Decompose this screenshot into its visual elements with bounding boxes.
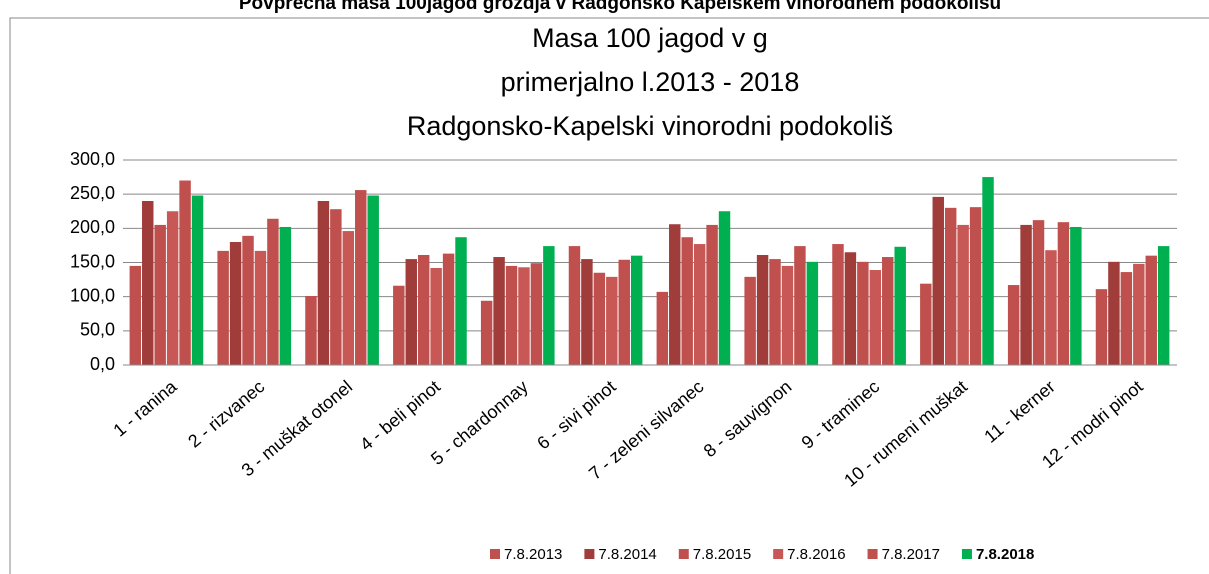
bar (844, 252, 857, 365)
bar (242, 235, 254, 365)
bar (957, 224, 969, 365)
bar (442, 253, 455, 365)
bar (305, 295, 317, 365)
bar (405, 259, 417, 365)
bar (932, 196, 944, 365)
bar (518, 267, 530, 365)
bar (669, 224, 681, 365)
bar (279, 226, 292, 365)
legend-label: 7.8.2013 (504, 546, 562, 563)
bar (869, 270, 882, 365)
bar (543, 246, 555, 365)
chart-title: primerjalno l.2013 - 2018 (501, 67, 800, 97)
page-heading: Povprečna masa 100jagod grozdja v Radgon… (239, 0, 1001, 14)
y-tick-label: 150,0 (70, 251, 115, 271)
bar (254, 250, 267, 365)
chart-title: Masa 100 jagod v g (532, 23, 768, 53)
bar (1108, 261, 1120, 365)
bar (1133, 263, 1145, 365)
bar (656, 291, 669, 365)
bar (179, 180, 191, 365)
bar (568, 246, 581, 365)
bar (1020, 224, 1032, 365)
y-tick-label: 0,0 (90, 354, 115, 374)
bar (618, 259, 630, 365)
bar (493, 257, 505, 365)
bar (480, 300, 493, 365)
bar (393, 285, 405, 365)
bar (769, 259, 781, 365)
bar (756, 254, 769, 365)
legend-label: 7.8.2015 (693, 546, 751, 563)
bar (505, 265, 518, 365)
bar (920, 283, 932, 365)
bar (832, 244, 844, 365)
bar (455, 237, 467, 365)
bar (1120, 272, 1133, 365)
bar (857, 261, 869, 365)
bar (593, 272, 606, 365)
chart-title: Radgonsko-Kapelski vinorodni podokoliš (407, 111, 893, 141)
bar (1032, 220, 1045, 365)
bar (806, 261, 819, 365)
bar (1095, 289, 1108, 365)
bar (217, 250, 229, 365)
bar (1145, 255, 1157, 365)
bar (1057, 222, 1070, 365)
bar (355, 190, 367, 365)
legend-swatch (867, 549, 878, 559)
bar (129, 265, 142, 365)
y-tick-label: 200,0 (70, 217, 115, 237)
bar (417, 254, 430, 365)
legend-swatch (490, 549, 500, 559)
bar (794, 246, 806, 365)
bar (142, 201, 154, 365)
bar (630, 255, 643, 365)
bar (330, 209, 342, 365)
y-tick-label: 50,0 (80, 320, 115, 340)
legend-swatch (773, 549, 784, 559)
bar (882, 257, 894, 365)
bar (718, 211, 731, 365)
bar (982, 177, 994, 365)
bar (1045, 250, 1057, 365)
legend-swatch (584, 549, 595, 559)
bar (267, 218, 279, 365)
bar (317, 201, 330, 365)
bar (681, 237, 693, 365)
bar (1070, 226, 1082, 365)
bar (1007, 285, 1020, 365)
legend-label: 7.8.2016 (787, 546, 845, 563)
legend-label: 7.8.2017 (882, 546, 940, 563)
bar (944, 207, 957, 365)
bar (781, 265, 794, 365)
bar (229, 242, 242, 365)
bar (581, 259, 593, 365)
y-tick-label: 300,0 (70, 149, 115, 169)
bar (606, 276, 618, 365)
bar (969, 207, 982, 365)
bar (706, 224, 718, 365)
bar (693, 244, 706, 365)
bar (1157, 246, 1170, 365)
legend-swatch (678, 549, 689, 559)
bar (744, 276, 756, 365)
bar (154, 224, 166, 365)
y-tick-label: 100,0 (70, 285, 115, 305)
bar (530, 263, 543, 365)
legend-label: 7.8.2014 (598, 546, 656, 563)
legend-label: 7.8.2018 (976, 546, 1034, 563)
bar (166, 211, 179, 365)
legend-swatch (961, 549, 972, 559)
bar (342, 231, 355, 365)
bar (430, 267, 442, 365)
bar (367, 195, 379, 365)
y-tick-label: 250,0 (70, 183, 115, 203)
bar (894, 246, 906, 365)
bar (191, 195, 204, 365)
